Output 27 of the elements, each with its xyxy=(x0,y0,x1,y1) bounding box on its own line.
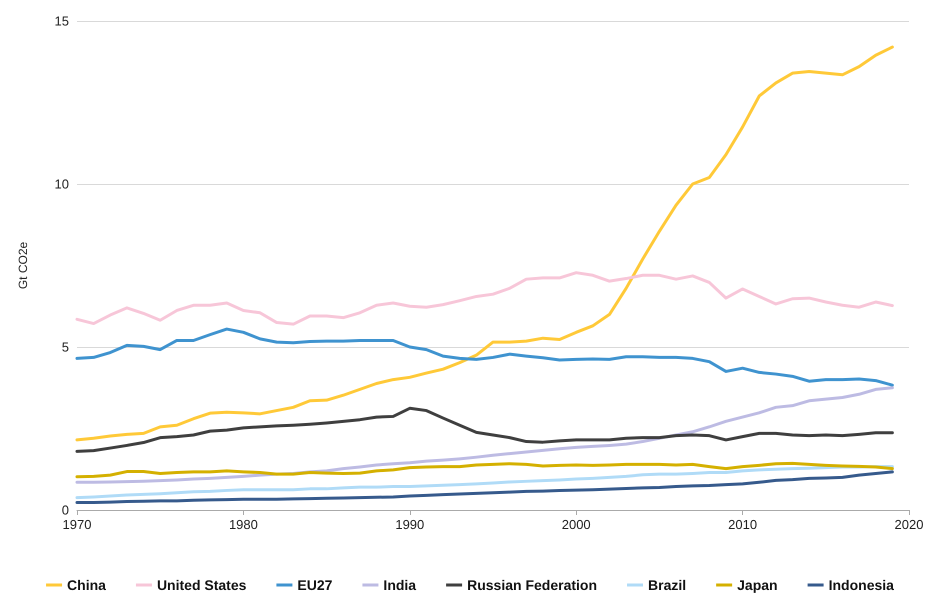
x-tick-label: 2010 xyxy=(728,517,758,532)
legend-label: Russian Federation xyxy=(467,577,598,593)
legend-label: Brazil xyxy=(648,577,686,593)
x-tick-label: 2000 xyxy=(562,517,591,532)
line-series xyxy=(76,46,894,442)
line-series xyxy=(76,271,894,326)
y-tick-label: 15 xyxy=(54,14,69,28)
line-series xyxy=(76,328,894,387)
line-series xyxy=(76,462,894,478)
x-tick-label: 2020 xyxy=(894,517,924,532)
legend-label: EU27 xyxy=(297,577,333,593)
x-tick-label: 1970 xyxy=(62,517,92,532)
line-series xyxy=(76,470,894,504)
line-series xyxy=(76,465,894,500)
x-tick-label: 1980 xyxy=(228,517,258,532)
legend-label: Indonesia xyxy=(828,577,894,593)
x-tick-label: 1990 xyxy=(395,517,424,532)
y-axis-title: Gt CO2e xyxy=(16,242,30,290)
y-tick-label: 5 xyxy=(62,340,69,354)
legend-label: Japan xyxy=(737,577,778,593)
line-series xyxy=(76,386,894,484)
legend-label: India xyxy=(383,577,416,593)
line-series xyxy=(76,406,894,453)
y-tick-label: 10 xyxy=(54,176,69,192)
y-tick-label: 0 xyxy=(62,502,69,518)
legend-label: United States xyxy=(156,577,247,593)
legend-label: China xyxy=(67,577,106,593)
